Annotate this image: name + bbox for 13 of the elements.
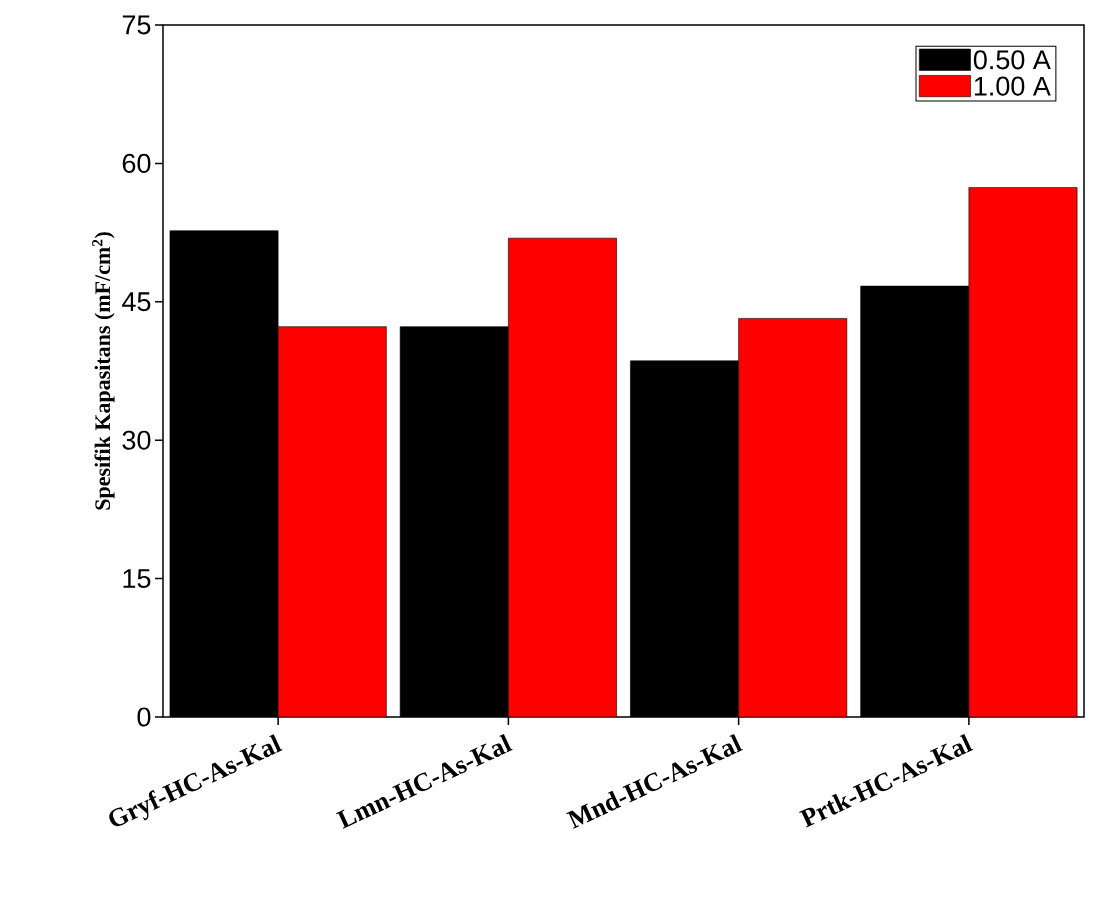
y-tick-label: 30: [122, 430, 151, 450]
y-tick-label: 15: [123, 569, 151, 589]
legend-label: 0.50 A: [973, 50, 1051, 70]
bar: [508, 238, 617, 717]
legend-label: 1.00 A: [974, 76, 1051, 96]
bar: [278, 326, 387, 717]
y-tick-label: 75: [122, 15, 151, 35]
y-axis-title: Spesifik Kapasitans (mF/cm$^{2}$): [92, 232, 115, 510]
y-tick-label: 0: [137, 707, 151, 727]
y-tick-label: 45: [122, 292, 151, 312]
bar: [968, 187, 1078, 717]
y-tick-label: 60: [122, 153, 151, 173]
bar: [738, 318, 847, 717]
